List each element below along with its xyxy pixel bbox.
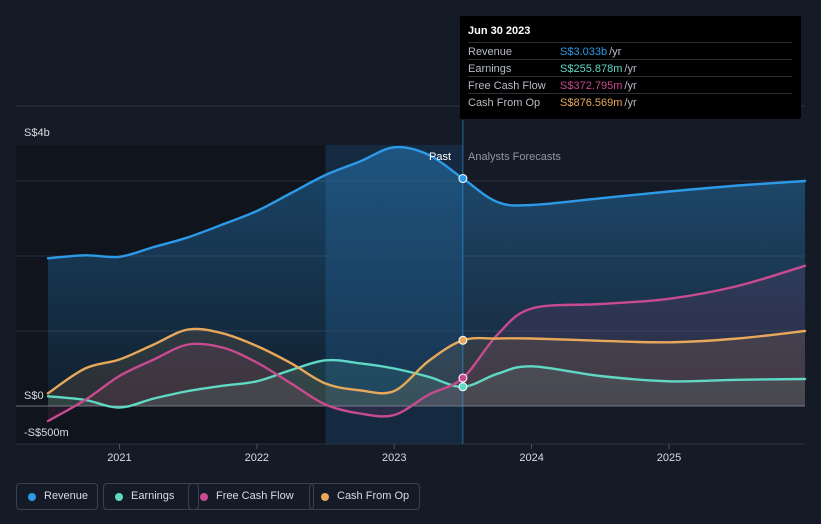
legend-label: Earnings bbox=[131, 490, 175, 502]
tooltip-value: S$3.033b/yr bbox=[560, 46, 622, 58]
free_cash_flow-line bbox=[46, 264, 807, 423]
tooltip-row-earnings: Earnings S$255.878m/yr bbox=[468, 59, 792, 77]
cash_from_op-marker[interactable] bbox=[458, 335, 468, 345]
cash_from_op-line bbox=[46, 327, 807, 395]
past-label: Past bbox=[429, 151, 451, 163]
tooltip-value: S$255.878m/yr bbox=[560, 63, 637, 75]
tooltip-row-free-cash-flow: Free Cash Flow S$372.795m/yr bbox=[468, 76, 792, 94]
x-tick-label: 2025 bbox=[657, 452, 681, 464]
forecast-label: Analysts Forecasts bbox=[468, 151, 561, 163]
tooltip-label: Earnings bbox=[468, 63, 512, 75]
series-lines bbox=[46, 145, 807, 423]
y-label-zero: S$0 bbox=[24, 390, 44, 402]
y-label-top: S$4b bbox=[24, 127, 50, 139]
tooltip-date: Jun 30 2023 bbox=[468, 25, 531, 37]
tooltip: Jun 30 2023 Revenue S$3.033b/yr Earnings… bbox=[460, 16, 801, 119]
revenue-marker[interactable] bbox=[458, 174, 468, 184]
free-cash-flow-dot-icon bbox=[200, 493, 208, 501]
revenue-dot-icon bbox=[28, 493, 36, 501]
legend-item-earnings[interactable]: Earnings bbox=[103, 483, 199, 510]
earnings-marker[interactable] bbox=[458, 382, 468, 392]
earnings-area bbox=[48, 360, 805, 408]
y-label-bottom: -S$500m bbox=[24, 427, 69, 439]
tooltip-label: Cash From Op bbox=[468, 97, 541, 109]
legend-item-revenue[interactable]: Revenue bbox=[16, 483, 98, 510]
revenue-line bbox=[46, 145, 807, 260]
legend-label: Revenue bbox=[44, 490, 89, 502]
earnings-line bbox=[46, 358, 807, 409]
free_cash_flow-marker[interactable] bbox=[458, 373, 468, 383]
free_cash_flow-area bbox=[48, 265, 805, 421]
x-tick-label: 2022 bbox=[245, 452, 269, 464]
x-axis-ticks: 2021 2022 2023 2024 2025 bbox=[107, 444, 681, 464]
x-tick-label: 2021 bbox=[107, 452, 131, 464]
tooltip-row-cash-from-op: Cash From Op S$876.569m/yr bbox=[468, 93, 792, 111]
tooltip-label: Free Cash Flow bbox=[468, 80, 546, 92]
earnings-dot-icon bbox=[115, 493, 123, 501]
current-value-markers[interactable] bbox=[458, 174, 468, 392]
cash-from-op-dot-icon bbox=[321, 493, 329, 501]
cash_from_op-area bbox=[48, 328, 805, 406]
tooltip-value: S$372.795m/yr bbox=[560, 80, 637, 92]
legend-item-cash-from-op[interactable]: Cash From Op bbox=[309, 483, 420, 510]
x-tick-label: 2023 bbox=[382, 452, 406, 464]
legend-item-free-cash-flow[interactable]: Free Cash Flow bbox=[188, 483, 314, 510]
tooltip-row-revenue: Revenue S$3.033b/yr bbox=[468, 42, 792, 60]
tooltip-value: S$876.569m/yr bbox=[560, 97, 637, 109]
x-tick-label: 2024 bbox=[519, 452, 543, 464]
tooltip-label: Revenue bbox=[468, 46, 513, 58]
legend-label: Cash From Op bbox=[337, 490, 410, 502]
legend-label: Free Cash Flow bbox=[216, 490, 294, 502]
